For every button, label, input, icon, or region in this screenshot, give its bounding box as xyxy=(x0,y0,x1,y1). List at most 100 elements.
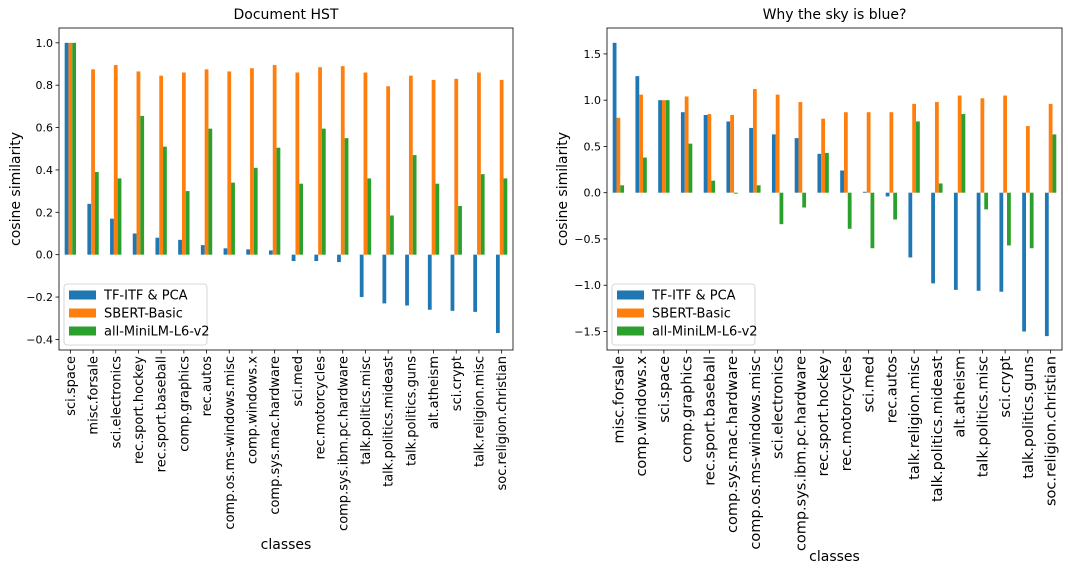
bar-2-s1-7 xyxy=(749,127,753,193)
bar-1-s1-10 xyxy=(268,250,273,255)
bar-1-s1-4 xyxy=(132,233,137,255)
bar-1-s2-5 xyxy=(159,75,164,255)
legend: TF-ITF & PCA SBERT-Basic all-MiniLM-L6-v2 xyxy=(611,283,758,346)
x-tick-label: talk.politics.guns xyxy=(1021,356,1037,479)
x-tick-label: talk.politics.misc xyxy=(359,356,374,465)
bar-1-s1-1 xyxy=(64,42,69,255)
bar-2-s3-12 xyxy=(870,192,875,249)
bar-2-s2-8 xyxy=(775,94,780,193)
x-tick-label: comp.windows.x xyxy=(634,356,650,477)
bar-2-s1-20 xyxy=(1044,192,1049,337)
x-tick-label: comp.sys.ibm.pc.hardware xyxy=(336,356,351,531)
legend-box xyxy=(611,283,756,346)
bar-1-s2-14 xyxy=(363,72,368,255)
bar-1-s1-13 xyxy=(337,254,341,263)
x-tick-label: rec.autos xyxy=(884,356,900,423)
y-tick-label: −0.2 xyxy=(26,291,53,304)
x-tick-label: comp.graphics xyxy=(177,356,192,452)
bar-1-s1-16 xyxy=(405,254,409,306)
bar-2-s3-9 xyxy=(802,192,807,208)
bar-2-s1-13 xyxy=(885,192,890,197)
bar-1-s3-2 xyxy=(94,172,99,255)
y-tick-label: 1.5 xyxy=(584,48,602,61)
bar-2-s2-9 xyxy=(798,102,803,193)
bar-2-s1-6 xyxy=(726,121,731,193)
bar-2-s1-19 xyxy=(1022,192,1026,332)
x-tick-label: sci.space xyxy=(64,356,79,416)
x-tick-label: soc.religion.christian xyxy=(495,356,510,491)
y-tick-label: −0.4 xyxy=(26,333,53,346)
bar-1-s3-1 xyxy=(72,42,77,255)
bar-1-s2-1 xyxy=(68,42,73,255)
bar-1-s3-19 xyxy=(480,174,485,255)
bar-1-s2-6 xyxy=(181,72,186,255)
y-tick-label: −1.5 xyxy=(574,325,601,338)
y-tick-label: 1.0 xyxy=(584,94,602,107)
bar-1-s3-10 xyxy=(276,147,281,255)
x-tick-label: sci.crypt xyxy=(450,356,465,411)
bar-2-s2-12 xyxy=(866,112,871,193)
bar-2-s3-10 xyxy=(825,152,829,193)
bar-2-s1-3 xyxy=(658,100,662,193)
bar-1-s1-3 xyxy=(110,218,114,255)
x-tick-label: rec.autos xyxy=(200,356,215,417)
bar-1-s2-19 xyxy=(477,72,481,255)
bar-2-s2-11 xyxy=(843,112,848,193)
bar-1-s2-3 xyxy=(113,65,118,255)
y-axis-label: cosine similarity xyxy=(555,132,571,246)
x-tick-label: comp.windows.x xyxy=(246,356,261,464)
bar-1-s3-6 xyxy=(185,191,190,255)
legend-label: TF-ITF & PCA xyxy=(103,289,188,304)
legend-label: SBERT-Basic xyxy=(104,307,183,322)
bar-1-s3-12 xyxy=(321,128,326,255)
bar-2-s2-7 xyxy=(752,89,757,193)
legend-swatch xyxy=(69,326,96,336)
x-tick-label: comp.os.ms-windows.misc xyxy=(748,356,764,550)
bar-2-s3-14 xyxy=(916,121,920,193)
bar-2-s3-17 xyxy=(984,192,989,210)
x-tick-label: comp.sys.ibm.pc.hardware xyxy=(793,356,809,551)
y-axis-label: cosine similarity xyxy=(8,132,24,246)
bar-2-s2-4 xyxy=(684,96,689,193)
bar-1-s2-20 xyxy=(499,79,504,255)
legend-swatch xyxy=(69,290,96,300)
x-tick-label: misc.forsale xyxy=(611,356,627,444)
bar-1-s2-16 xyxy=(408,75,413,255)
x-tick-label: sci.crypt xyxy=(998,356,1014,418)
bar-1-s3-8 xyxy=(231,182,235,255)
bar-1-s2-9 xyxy=(250,68,254,255)
bar-1-s3-17 xyxy=(435,183,440,255)
bar-2-s1-18 xyxy=(999,192,1004,292)
x-axis-label: classes xyxy=(261,537,312,553)
x-tick-label: comp.os.ms-windows.misc xyxy=(223,356,238,530)
legend-swatch xyxy=(617,326,644,336)
x-tick-label: rec.sport.hockey xyxy=(816,356,832,477)
bar-2-s1-15 xyxy=(931,192,935,284)
bar-1-s2-13 xyxy=(340,66,345,255)
bar-1-s1-8 xyxy=(223,248,228,255)
bar-1-s1-12 xyxy=(314,254,319,262)
bar-2-s3-3 xyxy=(665,100,670,193)
bar-1-s1-2 xyxy=(87,203,92,255)
legend-label: TF-ITF & PCA xyxy=(651,289,736,304)
bar-1-s1-18 xyxy=(450,254,455,311)
bar-1-s3-16 xyxy=(412,155,417,255)
y-tick-label: 0.0 xyxy=(584,187,602,200)
bar-2-s2-6 xyxy=(730,114,735,193)
bar-1-s2-17 xyxy=(431,79,436,255)
y-tick-label: −0.5 xyxy=(574,233,601,246)
bar-2-s3-18 xyxy=(1007,192,1011,246)
bar-2-s3-4 xyxy=(688,143,693,193)
bar-2-s3-1 xyxy=(620,185,625,193)
bar-2-s1-10 xyxy=(817,153,822,193)
x-tick-label: sci.space xyxy=(657,356,673,423)
legend-swatch xyxy=(617,290,644,300)
x-tick-label: talk.religion.misc xyxy=(907,356,923,480)
bar-2-s2-17 xyxy=(980,98,985,193)
bar-1-s3-5 xyxy=(163,146,167,255)
x-tick-label: comp.sys.mac.hardware xyxy=(725,356,741,533)
y-tick-label: 0.4 xyxy=(36,164,54,177)
bar-2-s3-6 xyxy=(734,192,738,194)
bar-2-s3-16 xyxy=(961,114,966,193)
bar-1-s3-15 xyxy=(390,215,394,255)
